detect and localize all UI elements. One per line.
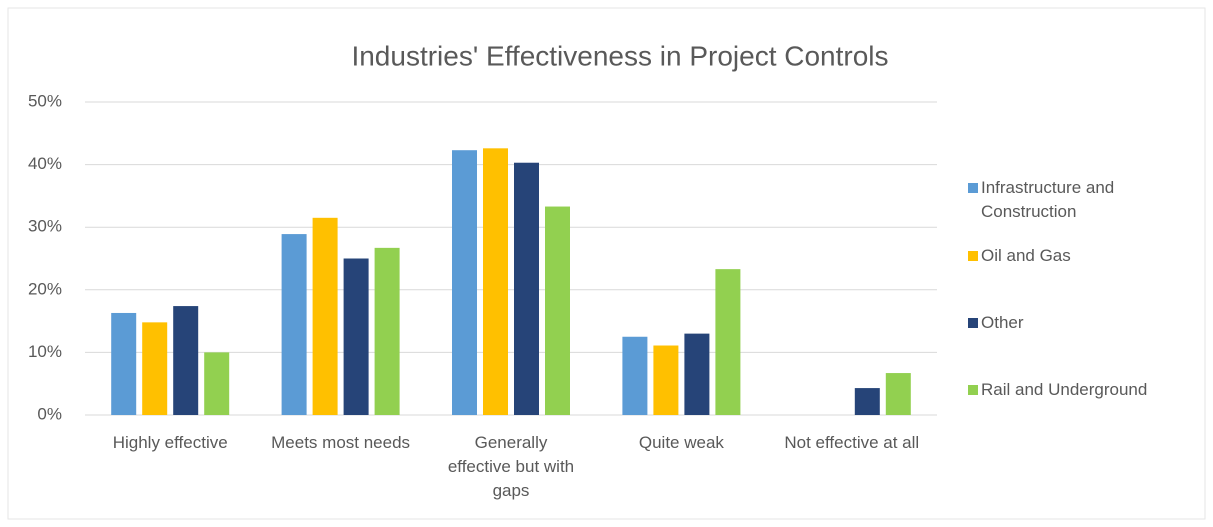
bar [312, 217, 338, 415]
bar [622, 336, 648, 415]
bar [715, 269, 741, 415]
bar [545, 206, 570, 415]
x-tick-label: Not effective at all [784, 433, 920, 452]
y-tick-label: 10% [28, 342, 62, 361]
bar [684, 333, 710, 415]
x-tick-label: Highly effective [112, 433, 228, 452]
y-tick-label: 0% [37, 404, 62, 423]
bar [142, 322, 168, 415]
bar [653, 345, 679, 415]
legend-item: Oil and Gas [968, 244, 1181, 268]
legend-label: Other [981, 313, 1024, 332]
y-tick-label: 40% [28, 154, 62, 173]
bar [514, 162, 539, 415]
bar [452, 150, 477, 415]
legend-item: Rail and Underground [968, 378, 1181, 402]
legend-label: Infrastructure and Construction [981, 178, 1115, 221]
bar [374, 247, 400, 415]
legend-label: Oil and Gas [981, 246, 1071, 265]
legend-item: Infrastructure and Construction [968, 176, 1181, 224]
chart-title: Industries' Effectiveness in Project Con… [351, 40, 888, 71]
bar [885, 373, 911, 415]
x-tick-label: Generally effective but with gaps [447, 433, 575, 500]
bar [173, 306, 199, 415]
legend-swatch [968, 318, 978, 328]
bar [204, 352, 230, 415]
x-tick-label: Quite weak [638, 433, 724, 452]
x-tick-label: Meets most needs [271, 433, 411, 452]
bar [111, 312, 137, 415]
bar [343, 258, 369, 415]
y-tick-label: 30% [28, 217, 62, 236]
legend-swatch [968, 385, 978, 395]
y-tick-label: 20% [28, 279, 62, 298]
bar [854, 388, 880, 415]
legend-item: Other [968, 311, 1181, 335]
legend-swatch [968, 183, 978, 193]
legend-swatch [968, 251, 978, 261]
bar [281, 234, 307, 415]
chart-frame [7, 7, 1206, 520]
y-tick-label: 50% [28, 91, 62, 110]
bar [483, 148, 508, 415]
legend-label: Rail and Underground [981, 380, 1148, 399]
